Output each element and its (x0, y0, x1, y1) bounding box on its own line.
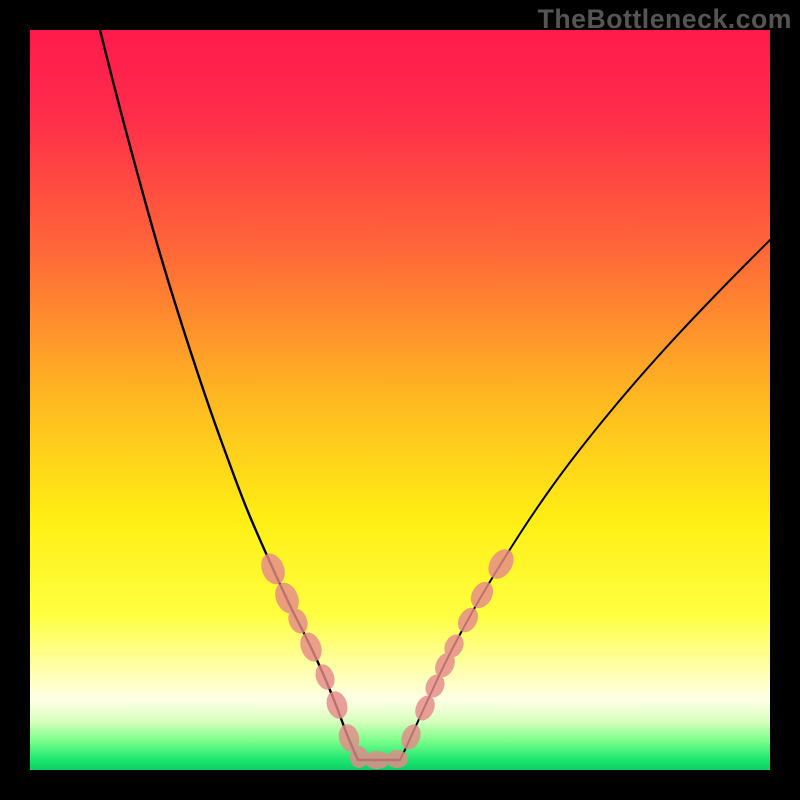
data-marker (386, 750, 408, 768)
chart-canvas: TheBottleneck.com (0, 0, 800, 800)
chart-svg (30, 30, 770, 770)
gradient-background (30, 30, 770, 770)
plot-area (30, 30, 770, 770)
